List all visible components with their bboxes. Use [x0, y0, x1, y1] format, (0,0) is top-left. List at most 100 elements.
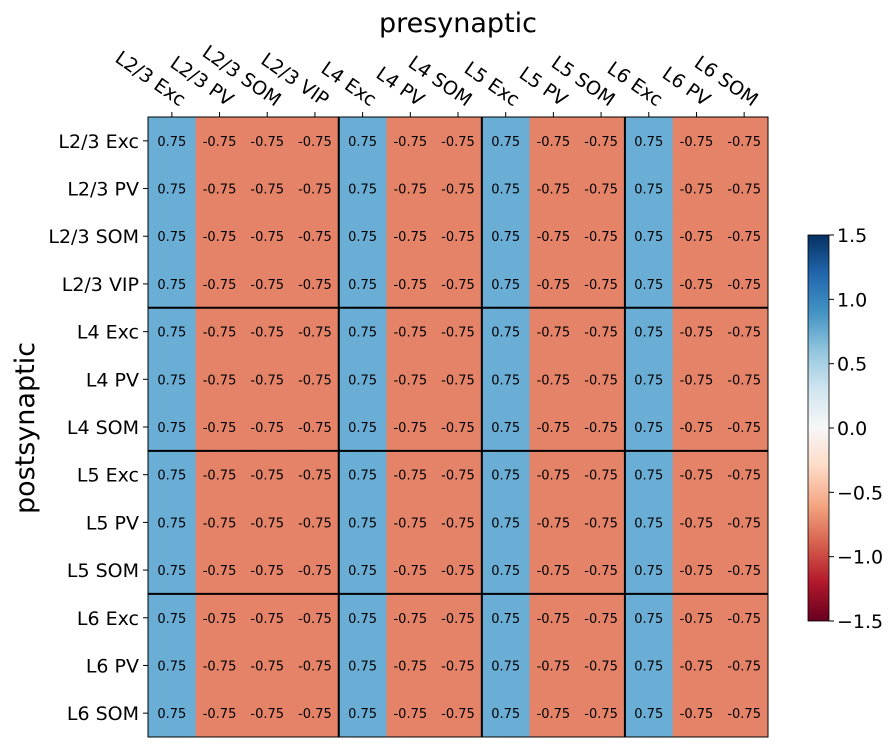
- y-tick-label: L6 Exc: [77, 608, 139, 630]
- heatmap-cell: [243, 689, 292, 738]
- heatmap-cell: [434, 546, 483, 595]
- cell-value-label: -0.75: [203, 707, 237, 722]
- heatmap-cell: [243, 117, 292, 166]
- heatmap-cell: [195, 355, 244, 404]
- heatmap-cell: [672, 450, 721, 500]
- heatmap-cell: [291, 498, 340, 547]
- heatmap-cell: [386, 212, 435, 261]
- heatmap-cell: [243, 498, 292, 547]
- cell-value-label: -0.75: [203, 326, 237, 341]
- cell-value-label: -0.75: [537, 421, 571, 436]
- cell-value-label: -0.75: [680, 230, 714, 245]
- heatmap-cell: [672, 212, 721, 261]
- heatmap-cell: [338, 212, 387, 261]
- y-tick-label: L2/3 SOM: [48, 226, 139, 248]
- cell-value-label: -0.75: [584, 183, 618, 198]
- cell-value-label: 0.75: [634, 278, 663, 293]
- cell-value-label: -0.75: [441, 135, 475, 150]
- cell-value-label: -0.75: [393, 183, 427, 198]
- y-tick-label: L5 SOM: [67, 560, 139, 582]
- heatmap-cell: [386, 450, 435, 500]
- colorbar-tick-label: −0.5: [837, 482, 883, 504]
- y-tick-label: L5 Exc: [77, 465, 139, 487]
- cell-value-label: -0.75: [727, 469, 761, 484]
- cell-value-label: 0.75: [491, 516, 520, 531]
- cell-value-label: 0.75: [348, 612, 377, 627]
- heatmap-cell: [338, 403, 387, 452]
- cell-value-label: -0.75: [537, 564, 571, 579]
- heatmap-cell: [148, 117, 197, 166]
- heatmap-cell: [672, 593, 721, 643]
- heatmap-cell: [624, 355, 674, 404]
- heatmap-cell: [195, 260, 244, 309]
- cell-value-label: -0.75: [584, 707, 618, 722]
- heatmap-cell: [529, 164, 578, 213]
- heatmap-cell: [291, 689, 340, 738]
- cell-value-label: -0.75: [393, 707, 427, 722]
- cell-value-label: 0.75: [157, 516, 186, 531]
- heatmap-cell: [481, 212, 531, 261]
- heatmap-cell: [720, 260, 769, 309]
- heatmap-cell: [672, 403, 721, 452]
- cell-value-label: -0.75: [298, 230, 332, 245]
- cell-value-label: -0.75: [584, 612, 618, 627]
- cell-value-label: 0.75: [348, 516, 377, 531]
- cell-value-label: 0.75: [634, 564, 663, 579]
- cell-value-label: -0.75: [203, 278, 237, 293]
- cell-value-label: -0.75: [393, 469, 427, 484]
- cell-value-label: 0.75: [157, 612, 186, 627]
- heatmap-cell: [243, 450, 292, 500]
- heatmap-cell: [338, 307, 387, 356]
- heatmap-cell: [577, 546, 626, 595]
- cell-value-label: -0.75: [680, 326, 714, 341]
- cell-value-label: -0.75: [680, 421, 714, 436]
- y-tick-label: L2/3 VIP: [62, 274, 139, 296]
- cell-value-label: 0.75: [157, 230, 186, 245]
- y-axis-title: postsynaptic: [10, 342, 41, 514]
- heatmap-cell: [481, 260, 531, 309]
- heatmap-cell: [720, 117, 769, 166]
- heatmap-cell: [291, 450, 340, 500]
- cell-value-label: 0.75: [348, 135, 377, 150]
- cell-value-label: 0.75: [157, 659, 186, 674]
- cell-value-label: -0.75: [203, 373, 237, 388]
- heatmap-cell: [481, 307, 531, 356]
- cell-value-label: -0.75: [441, 659, 475, 674]
- heatmap-cell: [386, 593, 435, 643]
- cell-value-label: -0.75: [680, 469, 714, 484]
- cell-value-label: -0.75: [584, 659, 618, 674]
- heatmap-cell: [577, 450, 626, 500]
- cell-value-label: 0.75: [491, 421, 520, 436]
- cell-value-label: 0.75: [348, 421, 377, 436]
- heatmap-cell: [720, 403, 769, 452]
- cell-value-label: -0.75: [441, 469, 475, 484]
- y-tick-labels: L2/3 Exc L2/3 PV L2/3 SOM L2/3 VIP L4 Exc L4 …: [48, 131, 148, 725]
- heatmap-cell: [291, 307, 340, 356]
- cell-value-label: -0.75: [250, 516, 284, 531]
- heatmap-cell: [481, 641, 531, 690]
- heatmap-cell: [291, 355, 340, 404]
- cell-value-label: -0.75: [727, 183, 761, 198]
- cell-value-label: 0.75: [634, 469, 663, 484]
- heatmap-cell: [577, 307, 626, 356]
- heatmap-cell: [720, 355, 769, 404]
- cell-value-label: -0.75: [727, 278, 761, 293]
- cell-value-label: 0.75: [157, 564, 186, 579]
- cell-value-label: -0.75: [680, 373, 714, 388]
- cell-value-label: -0.75: [250, 278, 284, 293]
- cell-value-label: -0.75: [393, 135, 427, 150]
- heatmap-cell: [529, 117, 578, 166]
- heatmap-cell: [243, 164, 292, 213]
- heatmap-cell: [577, 164, 626, 213]
- heatmap-cell: [243, 403, 292, 452]
- heatmap-cell: [243, 307, 292, 356]
- x-tick-label: L5 Exc: [460, 57, 523, 111]
- heatmap-cell: [624, 307, 674, 356]
- cell-value-label: 0.75: [634, 230, 663, 245]
- x-axis-title: presynaptic: [379, 8, 537, 39]
- heatmap-cell: [529, 593, 578, 643]
- heatmap-cell: [624, 450, 674, 500]
- colorbar-tick-label: 0.5: [837, 354, 867, 376]
- colorbar: −1.5 −1.0 −0.5 0.0 0.5 1.0 1.5: [807, 225, 883, 633]
- heatmap-cell: [720, 307, 769, 356]
